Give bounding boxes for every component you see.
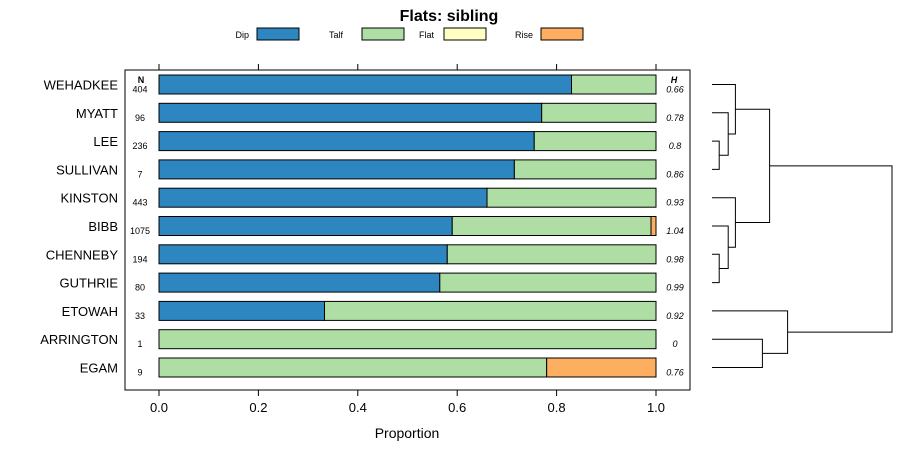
row-label-chenneby: CHENNEBY bbox=[46, 247, 119, 262]
bar-myatt-dip bbox=[158, 102, 543, 123]
row-label-arrington: ARRINGTON bbox=[40, 332, 118, 347]
row-label-lee: LEE bbox=[93, 134, 118, 149]
dendrogram-branch bbox=[712, 338, 763, 368]
x-axis: 0.0 0.2 0.4 0.6 0.8 1.0 bbox=[150, 64, 665, 415]
bar-kinston-dip bbox=[158, 187, 488, 208]
legend-swatch-rise bbox=[540, 27, 584, 41]
n-value-etowah: 33 bbox=[135, 311, 145, 321]
n-value-myatt: 96 bbox=[135, 113, 145, 123]
legend-swatch-talf bbox=[361, 27, 405, 41]
dendrogram bbox=[712, 84, 893, 368]
h-value-guthrie: 0.99 bbox=[666, 283, 684, 293]
bar-sullivan-talf bbox=[513, 159, 657, 180]
row-label-wehadkee: WEHADKEE bbox=[44, 78, 119, 93]
n-value-kinston: 443 bbox=[132, 198, 147, 208]
bar-sullivan-dip bbox=[158, 159, 515, 180]
dendrogram-branch bbox=[712, 112, 729, 156]
h-value-myatt: 0.78 bbox=[666, 113, 684, 123]
bar-myatt-talf bbox=[541, 102, 657, 123]
bar-bibb-talf bbox=[451, 216, 652, 236]
dendrogram-branch bbox=[769, 165, 893, 333]
legend-swatch-dip bbox=[256, 27, 300, 41]
n-value-egam: 9 bbox=[137, 368, 142, 378]
bar-chenneby-dip bbox=[158, 244, 448, 265]
row-label-kinston: KINSTON bbox=[60, 191, 118, 206]
bar-guthrie-talf bbox=[439, 272, 657, 293]
h-value-sullivan: 0.86 bbox=[666, 169, 684, 179]
bar-bibb-dip bbox=[158, 216, 453, 236]
chart-title: Flats: sibling bbox=[400, 8, 499, 25]
bar-egam-rise bbox=[546, 357, 657, 378]
x-tick-label: 1.0 bbox=[647, 400, 665, 415]
h-header: H bbox=[671, 75, 678, 85]
legend-label-flat: Flat bbox=[419, 30, 435, 40]
dendrogram-branch bbox=[712, 197, 736, 248]
x-tick-label: 0.4 bbox=[349, 400, 367, 415]
bar-etowah-talf bbox=[324, 300, 657, 321]
bar-etowah-dip bbox=[158, 300, 326, 321]
dendrogram-branch bbox=[712, 84, 736, 135]
bar-wehadkee-dip bbox=[158, 74, 573, 95]
n-value-chenneby: 194 bbox=[132, 254, 147, 264]
row-label-etowah: ETOWAH bbox=[62, 304, 118, 319]
h-value-egam: 0.76 bbox=[666, 368, 684, 378]
h-value-kinston: 0.93 bbox=[666, 198, 684, 208]
dendrogram-branch bbox=[712, 253, 720, 284]
plot-frame bbox=[124, 69, 691, 391]
n-value-wehadkee: 404 bbox=[132, 85, 147, 95]
row-label-bibb: BIBB bbox=[88, 219, 118, 234]
row-label-egam: EGAM bbox=[80, 361, 118, 376]
bar-chenneby-talf bbox=[446, 244, 657, 265]
x-tick-label: 0.8 bbox=[548, 400, 566, 415]
n-value-lee: 236 bbox=[132, 141, 147, 151]
bar-lee-talf bbox=[533, 131, 657, 152]
x-tick-label: 0.0 bbox=[150, 400, 168, 415]
h-value-etowah: 0.92 bbox=[666, 311, 684, 321]
bar-rows: WEHADKEE 404 0.66 MYATT 96 0.78 LEE 236 0.8 SULLI… bbox=[40, 74, 684, 378]
h-value-wehadkee: 0.66 bbox=[666, 85, 684, 95]
n-header: N bbox=[138, 75, 145, 85]
x-tick-label: 0.2 bbox=[249, 400, 267, 415]
h-value-lee: 0.8 bbox=[669, 141, 682, 151]
legend-label-dip: Dip bbox=[235, 30, 249, 40]
bar-arrington-talf bbox=[158, 329, 657, 350]
bar-guthrie-dip bbox=[158, 272, 441, 293]
n-value-sullivan: 7 bbox=[137, 169, 142, 179]
h-value-arrington: 0 bbox=[672, 339, 677, 349]
legend: Dip Talf Flat Rise bbox=[235, 27, 584, 41]
n-value-guthrie: 80 bbox=[135, 283, 145, 293]
legend-label-rise: Rise bbox=[515, 30, 533, 40]
n-value-arrington: 1 bbox=[137, 339, 142, 349]
h-value-bibb: 1.04 bbox=[666, 226, 684, 236]
x-tick-label: 0.6 bbox=[448, 400, 466, 415]
dendrogram-branch bbox=[712, 310, 789, 354]
bar-egam-talf bbox=[158, 357, 548, 378]
bar-bibb-rise bbox=[650, 216, 657, 236]
n-value-bibb: 1075 bbox=[130, 226, 150, 236]
dendrogram-branch bbox=[735, 108, 771, 223]
bar-kinston-talf bbox=[486, 187, 657, 208]
legend-label-talf: Talf bbox=[329, 30, 344, 40]
bar-lee-dip bbox=[158, 131, 535, 152]
row-label-sullivan: SULLIVAN bbox=[56, 162, 118, 177]
row-label-myatt: MYATT bbox=[76, 106, 118, 121]
row-label-guthrie: GUTHRIE bbox=[60, 276, 119, 291]
bar-wehadkee-talf bbox=[571, 74, 657, 95]
dendrogram-branch bbox=[712, 140, 720, 170]
x-axis-label: Proportion bbox=[375, 425, 440, 441]
legend-swatch-flat bbox=[443, 27, 487, 41]
dendrogram-branch bbox=[712, 225, 729, 269]
h-value-chenneby: 0.98 bbox=[666, 254, 684, 264]
